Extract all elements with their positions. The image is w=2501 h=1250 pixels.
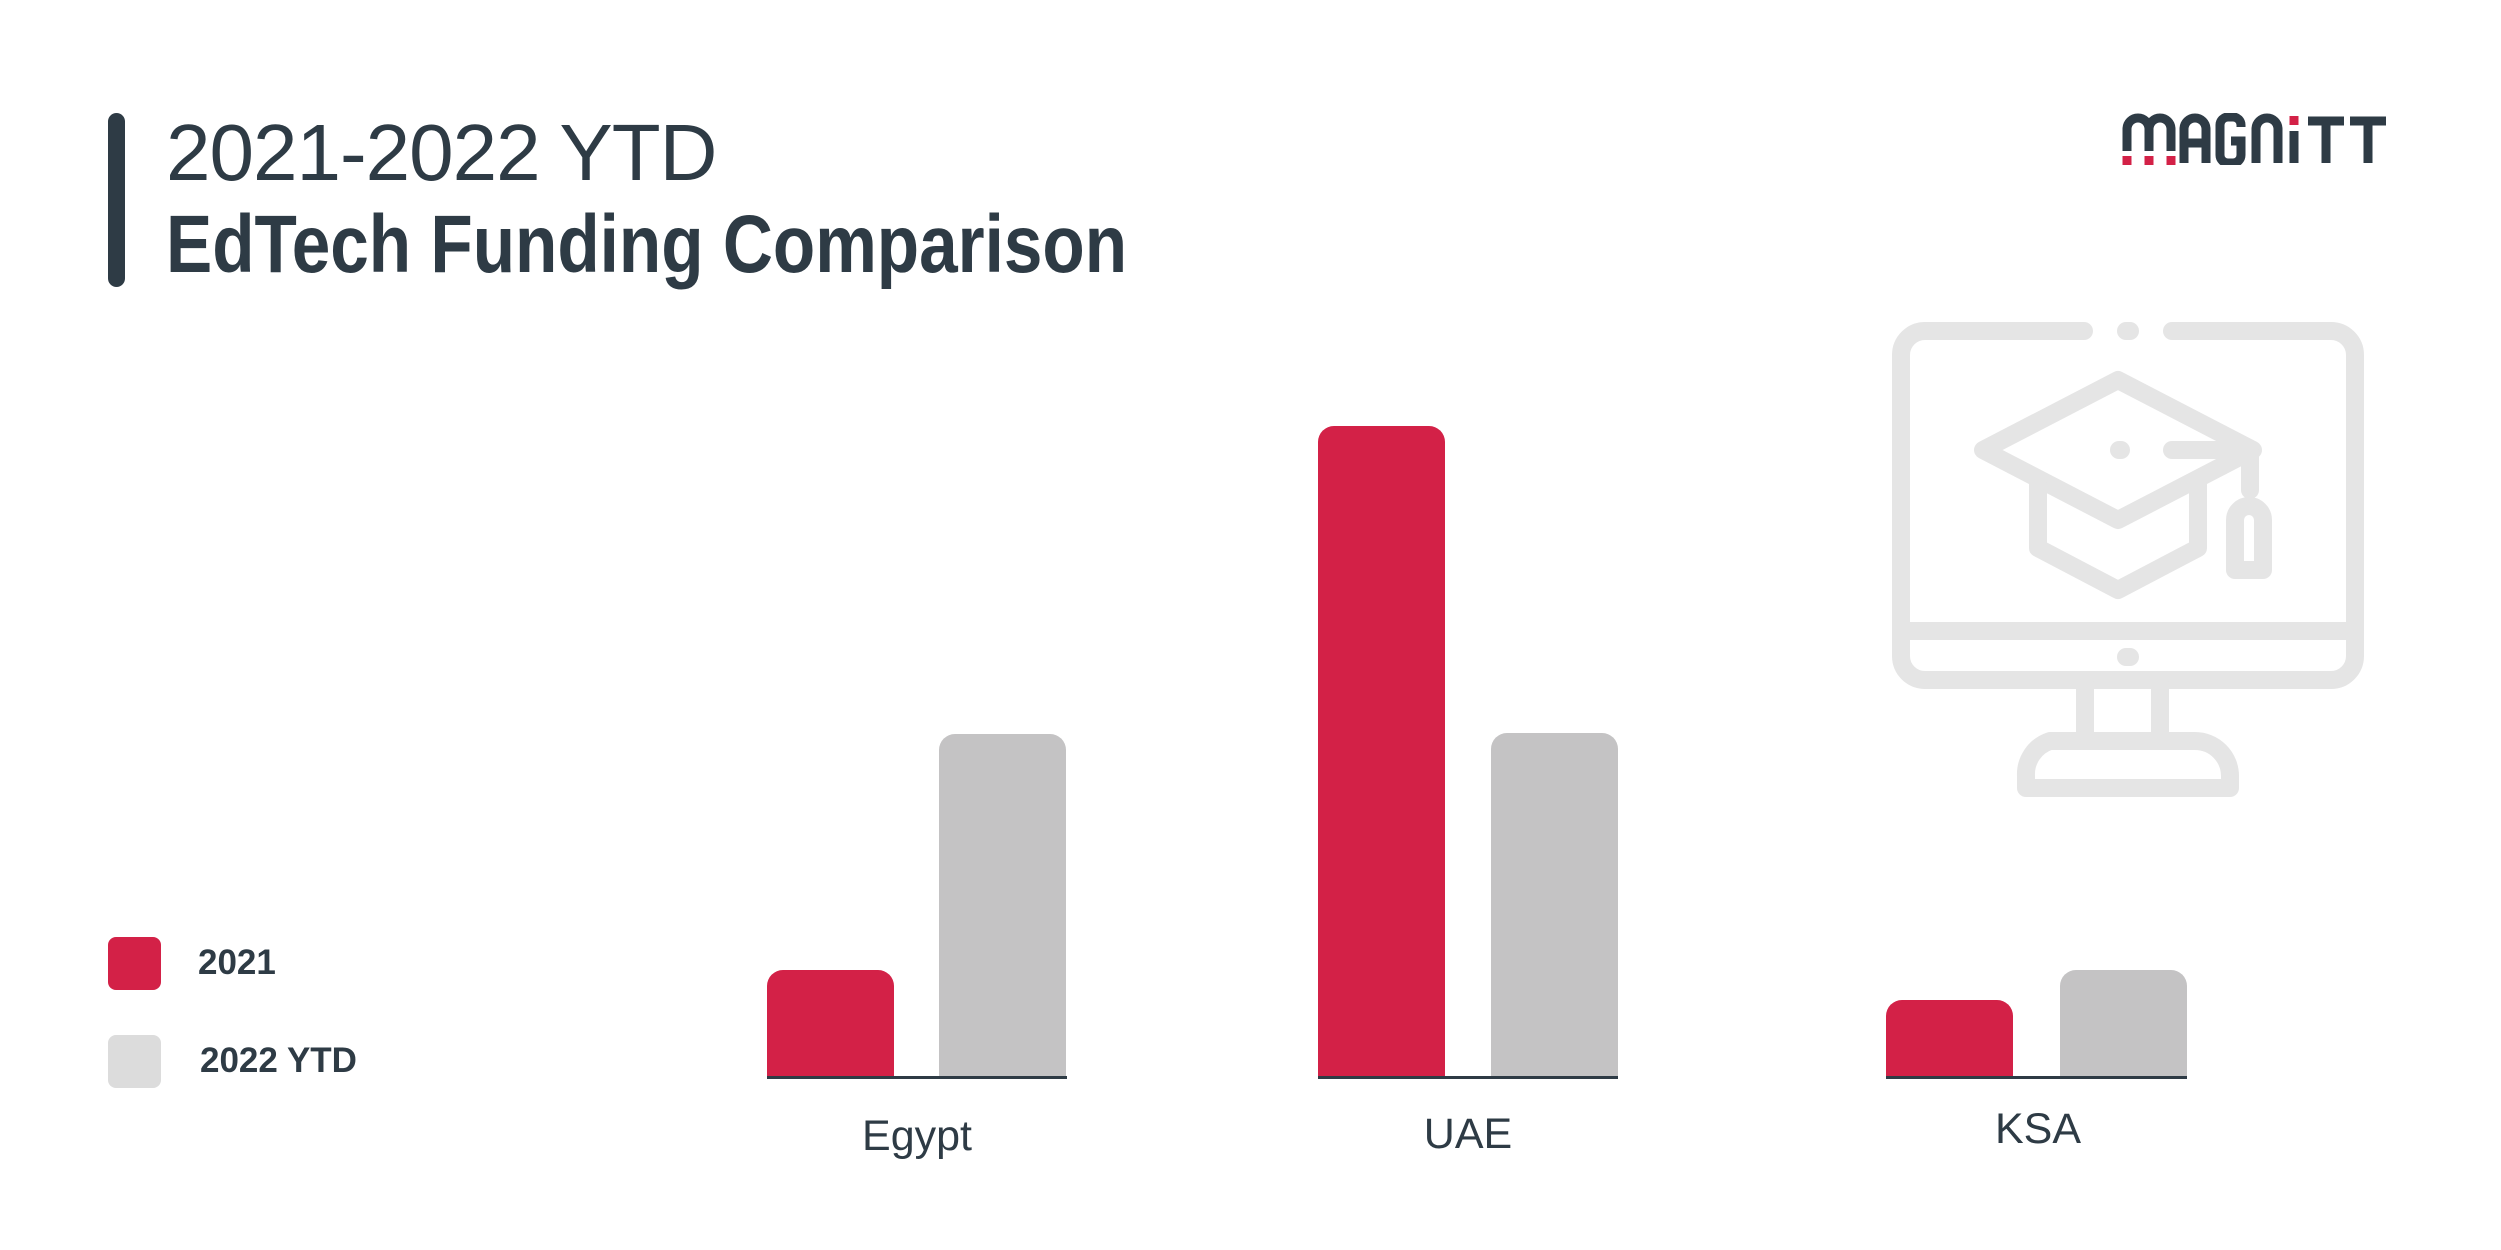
baseline-uae (1318, 1076, 1618, 1079)
title-period: 2021-2022 YTD (166, 108, 717, 197)
category-label-uae: UAE (1423, 1110, 1513, 1158)
magnitt-logo (2122, 113, 2386, 165)
legend-item-2021: 2021 (108, 937, 276, 990)
legend-label: 2021 (198, 943, 276, 982)
legend-swatch-2021 (108, 937, 161, 990)
category-label-ksa: KSA (1994, 1105, 2082, 1153)
baseline-egypt (767, 1076, 1067, 1079)
bar-uae-2021 (1318, 426, 1445, 1078)
legend-label: 2022 YTD (200, 1041, 357, 1080)
category-label-egypt: Egypt (862, 1112, 972, 1160)
baseline-ksa (1886, 1076, 2187, 1079)
bar-egypt-2022-ytd (939, 734, 1066, 1078)
legend-item-2022-ytd: 2022 YTD (108, 1035, 357, 1088)
bar-uae-2022-ytd (1491, 733, 1618, 1078)
bar-ksa-2022-ytd (2060, 970, 2187, 1078)
bar-ksa-2021 (1886, 1000, 2013, 1078)
title-accent-bar (108, 113, 125, 287)
monitor-graduation-cap-icon (1892, 322, 2364, 797)
bar-egypt-2021 (767, 970, 894, 1078)
page-title: EdTech Funding Comparison (166, 199, 1128, 290)
legend-swatch-2022-ytd (108, 1035, 161, 1088)
